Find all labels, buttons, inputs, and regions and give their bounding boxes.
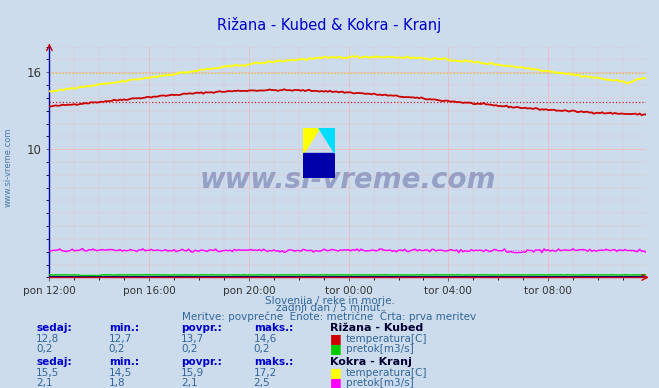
Polygon shape — [303, 128, 319, 153]
Text: www.si-vreme.com: www.si-vreme.com — [4, 127, 13, 206]
Text: www.si-vreme.com: www.si-vreme.com — [200, 166, 496, 194]
Text: 12,7: 12,7 — [109, 334, 132, 344]
Text: povpr.:: povpr.: — [181, 357, 222, 367]
Text: sedaj:: sedaj: — [36, 322, 72, 333]
Text: ■: ■ — [330, 376, 341, 388]
Text: 13,7: 13,7 — [181, 334, 204, 344]
Text: maks.:: maks.: — [254, 357, 293, 367]
Text: 14,5: 14,5 — [109, 368, 132, 378]
Text: min.:: min.: — [109, 357, 139, 367]
Text: temperatura[C]: temperatura[C] — [346, 368, 428, 378]
Text: sedaj:: sedaj: — [36, 357, 72, 367]
Text: 12,8: 12,8 — [36, 334, 59, 344]
Text: Rižana - Kubed & Kokra - Kranj: Rižana - Kubed & Kokra - Kranj — [217, 17, 442, 33]
Text: 15,5: 15,5 — [36, 368, 59, 378]
Text: povpr.:: povpr.: — [181, 322, 222, 333]
Polygon shape — [319, 128, 335, 153]
Text: pretok[m3/s]: pretok[m3/s] — [346, 344, 414, 354]
Text: ■: ■ — [330, 332, 341, 345]
Text: 14,6: 14,6 — [254, 334, 277, 344]
Polygon shape — [319, 128, 335, 153]
Text: 17,2: 17,2 — [254, 368, 277, 378]
Text: ■: ■ — [330, 366, 341, 379]
Text: maks.:: maks.: — [254, 322, 293, 333]
Text: temperatura[C]: temperatura[C] — [346, 334, 428, 344]
Text: 0,2: 0,2 — [109, 344, 125, 354]
Polygon shape — [303, 153, 335, 178]
Text: min.:: min.: — [109, 322, 139, 333]
Text: 0,2: 0,2 — [254, 344, 270, 354]
Text: zadnji dan / 5 minut.: zadnji dan / 5 minut. — [275, 303, 384, 314]
Text: 15,9: 15,9 — [181, 368, 204, 378]
Text: pretok[m3/s]: pretok[m3/s] — [346, 378, 414, 388]
Text: Meritve: povprečne  Enote: metrične  Črta: prva meritev: Meritve: povprečne Enote: metrične Črta:… — [183, 310, 476, 322]
Text: 0,2: 0,2 — [36, 344, 53, 354]
Text: 1,8: 1,8 — [109, 378, 125, 388]
Text: Rižana - Kubed: Rižana - Kubed — [330, 322, 423, 333]
Text: 0,2: 0,2 — [181, 344, 198, 354]
Text: 2,1: 2,1 — [36, 378, 53, 388]
Text: ■: ■ — [330, 342, 341, 355]
Text: 2,5: 2,5 — [254, 378, 270, 388]
Text: Slovenija / reke in morje.: Slovenija / reke in morje. — [264, 296, 395, 306]
Text: 2,1: 2,1 — [181, 378, 198, 388]
Text: Kokra - Kranj: Kokra - Kranj — [330, 357, 411, 367]
